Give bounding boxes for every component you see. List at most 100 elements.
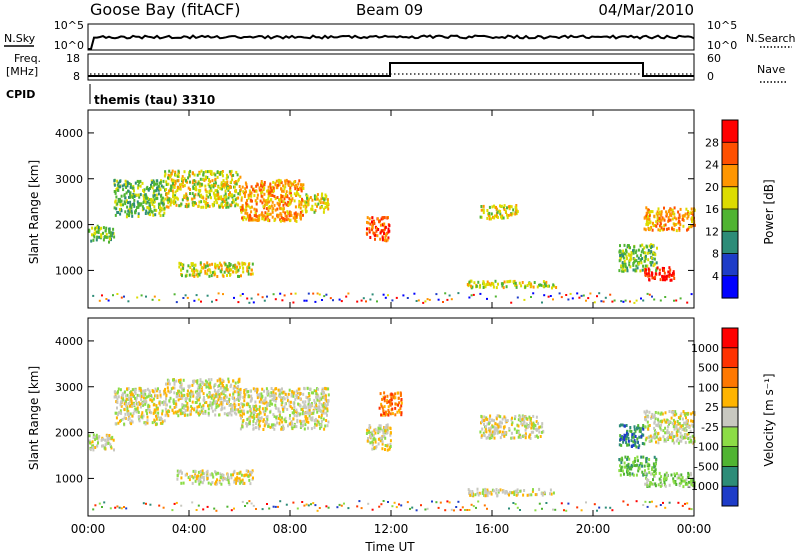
data-cell: [228, 393, 231, 397]
data-cell: [236, 386, 239, 390]
data-cell: [262, 214, 265, 218]
data-cell: [160, 198, 163, 202]
data-cell: [643, 227, 646, 231]
data-cell: [653, 455, 656, 459]
data-cell: [384, 426, 387, 430]
data-cell: [121, 417, 124, 421]
data-cell: [642, 433, 645, 437]
data-cell: [680, 479, 683, 483]
data-cell: [650, 245, 653, 249]
data-cell: [107, 437, 110, 441]
data-cell: [229, 194, 232, 198]
data-cell: [665, 420, 668, 424]
data-cell: [648, 293, 651, 296]
data-cell: [687, 437, 690, 440]
data-cell: [619, 244, 621, 248]
data-cell: [659, 278, 662, 282]
data-cell: [496, 423, 499, 427]
data-cell: [640, 250, 643, 254]
data-cell: [210, 378, 213, 382]
data-cell: [177, 172, 180, 176]
data-cell: [210, 274, 213, 278]
data-cell: [508, 207, 511, 211]
data-cell: [285, 214, 288, 218]
data-cell: [217, 185, 220, 189]
data-cell: [642, 299, 645, 302]
data-cell: [221, 381, 224, 385]
data-cell: [685, 416, 687, 420]
data-cell: [520, 422, 523, 426]
data-cell: [98, 235, 101, 239]
data-cell: [116, 505, 119, 508]
data-cell: [641, 243, 644, 247]
data-cell: [469, 493, 472, 497]
data-cell: [502, 489, 505, 493]
data-cell: [619, 464, 621, 468]
data-cell: [143, 391, 146, 395]
data-cell: [587, 297, 590, 300]
data-cell: [506, 216, 509, 220]
data-cell: [384, 413, 387, 417]
data-cell: [144, 396, 147, 400]
data-cell: [468, 296, 471, 299]
data-cell: [585, 299, 587, 302]
colorbar-segment: [722, 120, 738, 143]
data-cell: [320, 397, 323, 401]
data-cell: [498, 424, 501, 428]
data-cell: [284, 392, 287, 396]
data-cell: [155, 394, 158, 398]
data-cell: [213, 270, 216, 274]
data-cell: [366, 227, 368, 231]
data-cell: [646, 220, 649, 224]
data-cell: [531, 489, 534, 493]
colorbar-tick-label: -500: [694, 460, 719, 473]
data-cell: [203, 472, 206, 476]
data-cell: [217, 385, 220, 389]
data-cell: [324, 386, 327, 390]
data-cell: [271, 402, 274, 406]
data-cell: [258, 405, 261, 409]
data-cell: [232, 270, 235, 274]
data-cell: [422, 301, 425, 304]
data-cell: [115, 195, 118, 199]
data-cell: [125, 397, 128, 401]
data-cell: [131, 186, 134, 190]
data-cell: [643, 442, 646, 446]
data-cell: [323, 201, 326, 205]
data-cell: [92, 436, 95, 440]
data-cell: [444, 509, 447, 512]
data-cell: [622, 440, 625, 444]
data-cell: [636, 266, 639, 270]
data-cell: [176, 469, 179, 473]
data-cell: [152, 191, 155, 195]
data-cell: [278, 421, 281, 425]
data-cell: [400, 401, 403, 405]
data-cell: [659, 484, 662, 488]
data-cell: [567, 298, 570, 301]
data-cell: [102, 226, 105, 230]
data-cell: [221, 197, 224, 201]
data-cell: [682, 436, 685, 440]
data-cell: [646, 251, 649, 255]
data-cell: [168, 199, 171, 203]
data-cell: [151, 203, 154, 206]
data-cell: [497, 282, 499, 286]
data-cell: [250, 272, 252, 276]
data-cell: [658, 471, 661, 475]
nsearch-label: N.Search: [746, 32, 796, 45]
data-cell: [371, 430, 374, 434]
data-cell: [690, 508, 693, 511]
data-cell: [631, 472, 634, 476]
data-cell: [166, 386, 169, 390]
data-cell: [684, 441, 687, 445]
data-cell: [690, 478, 693, 482]
data-cell: [644, 411, 647, 415]
data-cell: [114, 200, 117, 204]
data-cell: [321, 299, 323, 301]
data-cell: [661, 420, 664, 424]
data-cell: [482, 431, 485, 435]
data-cell: [177, 414, 180, 418]
data-cell: [223, 200, 226, 203]
